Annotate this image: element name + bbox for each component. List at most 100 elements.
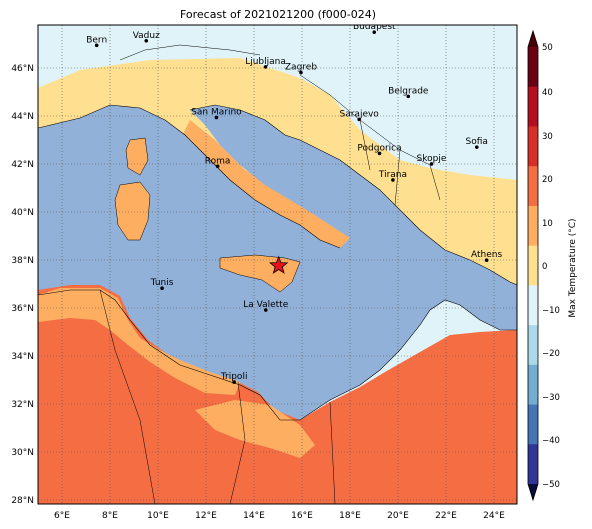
colorbar-tick: 10	[542, 219, 553, 229]
lat-tick: 28°N	[11, 496, 34, 506]
city-label: Budapest	[353, 22, 396, 32]
colorbar-extend-min	[528, 484, 538, 500]
colorbar-segment	[528, 86, 538, 127]
city-label: Bern	[86, 35, 107, 45]
colorbar-tick: 30	[542, 132, 553, 142]
star-marker-icon	[269, 255, 289, 274]
colorbar-extend-max	[528, 31, 538, 47]
colorbar-segment	[528, 404, 538, 445]
city-label: Sofia	[466, 137, 488, 147]
lat-tick: 46°N	[11, 64, 34, 74]
city-dot	[377, 151, 382, 156]
lat-tick: 40°N	[11, 208, 34, 218]
lon-tick: 20°E	[387, 511, 409, 521]
city-dot	[299, 70, 303, 75]
lon-tick: 24°E	[483, 511, 505, 521]
lon-tick: 14°E	[243, 511, 265, 521]
colorbar-tick: −40	[542, 436, 560, 446]
city-dot	[232, 380, 236, 384]
lat-tick: 30°N	[11, 448, 34, 458]
city-dot	[214, 115, 219, 120]
colorbar-tick: −10	[542, 306, 560, 316]
colorbar-segment	[528, 166, 538, 207]
colorbar-label: Max Temperature (°C)	[568, 218, 578, 317]
colorbar-segment	[528, 444, 538, 485]
colorbar-segment	[528, 325, 538, 366]
lon-tick: 18°E	[339, 511, 361, 521]
colorbar-segment	[528, 47, 538, 88]
city-dot	[406, 94, 411, 99]
colorbar-segment	[528, 205, 538, 247]
city-label: Zagreb	[285, 63, 317, 73]
colorbar-tick: −30	[542, 393, 560, 403]
colorbar-segment	[528, 364, 538, 406]
event-marker-layer	[269, 255, 289, 274]
city-dot	[94, 43, 99, 48]
colorbar-segment	[528, 245, 538, 286]
lon-tick: 22°E	[435, 511, 457, 521]
cool-land-region	[250, 55, 517, 178]
lat-tick: 44°N	[11, 112, 34, 122]
lat-tick: 36°N	[11, 304, 34, 314]
city-dot	[144, 39, 149, 43]
city-dot	[160, 286, 164, 291]
hot-africa-region	[38, 285, 517, 504]
city-label: San Marino	[191, 107, 242, 117]
coastlines	[38, 104, 517, 421]
colorbar-frame	[527, 29, 539, 502]
colorbar-tick: −20	[542, 349, 560, 359]
city-label: Podgorica	[357, 143, 401, 153]
plot-title: Forecast of 2021021200 (f000-024)	[180, 8, 376, 21]
lat-tick: 42°N	[11, 160, 34, 170]
colorbar-tick: 0	[542, 262, 547, 272]
lon-tick-labels: 6°E 8°E 10°E 12°E 14°E 16°E 18°E 20°E 22…	[54, 511, 505, 521]
city-dot	[215, 164, 220, 169]
city-label: Belgrade	[388, 86, 429, 96]
city-label: Vaduz	[133, 31, 160, 41]
warm-coastal-region	[180, 120, 350, 260]
city-label: Tirana	[378, 170, 407, 180]
city-label: Sarajevo	[340, 109, 380, 119]
lon-tick: 16°E	[291, 511, 313, 521]
colorbar-segment	[528, 285, 538, 326]
corsica-island	[125, 137, 149, 176]
desert-patch	[195, 400, 315, 458]
city-dot	[391, 178, 395, 182]
city-dot	[357, 117, 361, 122]
lat-tick: 34°N	[11, 352, 34, 362]
city-label: Tripoli	[220, 372, 248, 382]
lon-tick: 8°E	[102, 511, 118, 521]
lon-tick: 12°E	[195, 511, 217, 521]
lat-tick-labels: 46°N 44°N 42°N 40°N 38°N 36°N 34°N 32°N …	[11, 64, 34, 506]
colorbar-tick: 50	[542, 43, 553, 53]
city-dot	[429, 162, 434, 166]
city-label: Skopje	[417, 154, 447, 164]
map-frame	[37, 24, 518, 505]
city-dot	[372, 30, 377, 34]
city-dot	[263, 65, 268, 69]
city-dot	[474, 145, 479, 149]
colorbar-tick: −50	[542, 480, 560, 490]
lat-tick: 32°N	[11, 400, 34, 410]
city-label: Athens	[471, 250, 502, 260]
lon-tick: 10°E	[147, 511, 169, 521]
lon-tick: 6°E	[54, 511, 70, 521]
city-label: Roma	[205, 156, 231, 166]
colorbar-tick: 40	[542, 88, 553, 98]
colorbar-segment	[528, 126, 538, 167]
colorbar-tick: 20	[542, 175, 553, 185]
colorbar-tick-labels: 50 40 30 20 10 0 −10 −20 −30 −40 −50	[542, 43, 560, 490]
city-label: La Valette	[243, 300, 288, 310]
colorbar	[527, 29, 539, 502]
sardinia-island	[114, 181, 151, 241]
city-label: Ljubljana	[245, 57, 286, 67]
city-label: Tunis	[150, 278, 174, 288]
lon-gridlines	[61, 25, 495, 504]
lat-gridlines	[38, 67, 517, 501]
lat-tick: 38°N	[11, 256, 34, 266]
city-dot	[263, 308, 268, 312]
city-dot	[484, 258, 489, 262]
